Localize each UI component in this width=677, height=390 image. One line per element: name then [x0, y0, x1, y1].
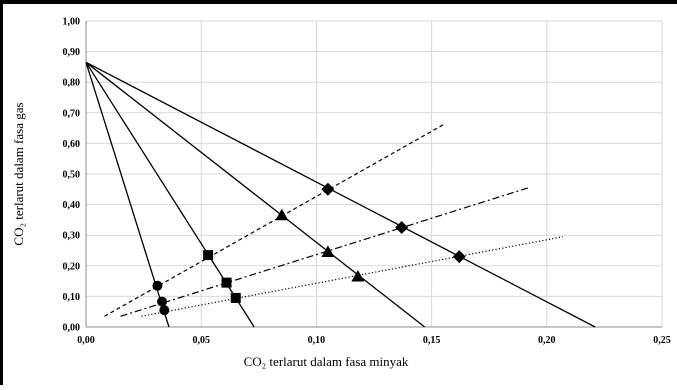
- square-marker: [221, 277, 232, 288]
- grid: [86, 20, 663, 327]
- y-tick-label: 0,80: [63, 78, 81, 89]
- y-tick-label: 0,30: [63, 231, 81, 242]
- x-tick-label: 0,15: [423, 335, 441, 346]
- triangle-marker: [321, 245, 335, 258]
- y-axis-title: CO₂ terlarut dalam fasa gas: [11, 102, 26, 245]
- diamond-marker: [321, 182, 335, 196]
- y-tick-label: 0,00: [63, 323, 81, 334]
- y-tick-label: 0,50: [63, 170, 81, 181]
- circle-marker: [157, 296, 168, 307]
- circle-marker: [159, 305, 170, 316]
- x-axis-title: CO₂ terlarut dalam fasa minyak: [244, 354, 409, 369]
- x-tick-label: 0,20: [538, 335, 556, 346]
- chart: 0,00 0,10 0,20 0,30 0,40 0,50 0,60 0,70 0,80 0,90…: [11, 17, 671, 370]
- x-tick-label: 0,05: [192, 335, 210, 346]
- circle-marker: [152, 280, 163, 291]
- y-tick-label: 0,90: [63, 47, 81, 58]
- y-tick-label: 0,10: [63, 292, 81, 303]
- tie-line: [85, 61, 596, 328]
- x-tick-label: 0,10: [308, 335, 326, 346]
- x-tick-label: 0,25: [653, 335, 671, 346]
- triangle-marker: [351, 270, 365, 282]
- y-tick-label: 0,60: [63, 139, 81, 150]
- tick-labels: 0,00 0,10 0,20 0,30 0,40 0,50 0,60 0,70 0,80 0,90…: [63, 17, 671, 347]
- diamond-marker: [452, 250, 466, 264]
- square-marker: [203, 250, 214, 261]
- diamond-marker: [395, 221, 409, 235]
- y-tick-label: 1,00: [63, 17, 81, 28]
- data-markers: [152, 182, 466, 316]
- data-lines: [85, 61, 596, 328]
- operating-line-dotted: [141, 236, 564, 317]
- y-tick-label: 0,20: [63, 261, 81, 272]
- triangle-marker: [275, 208, 289, 221]
- axes: [85, 21, 662, 328]
- x-tick-label: 0,00: [77, 335, 95, 346]
- square-marker: [230, 292, 241, 303]
- y-tick-label: 0,70: [63, 108, 81, 119]
- tie-line: [85, 61, 426, 328]
- y-tick-label: 0,40: [63, 200, 81, 211]
